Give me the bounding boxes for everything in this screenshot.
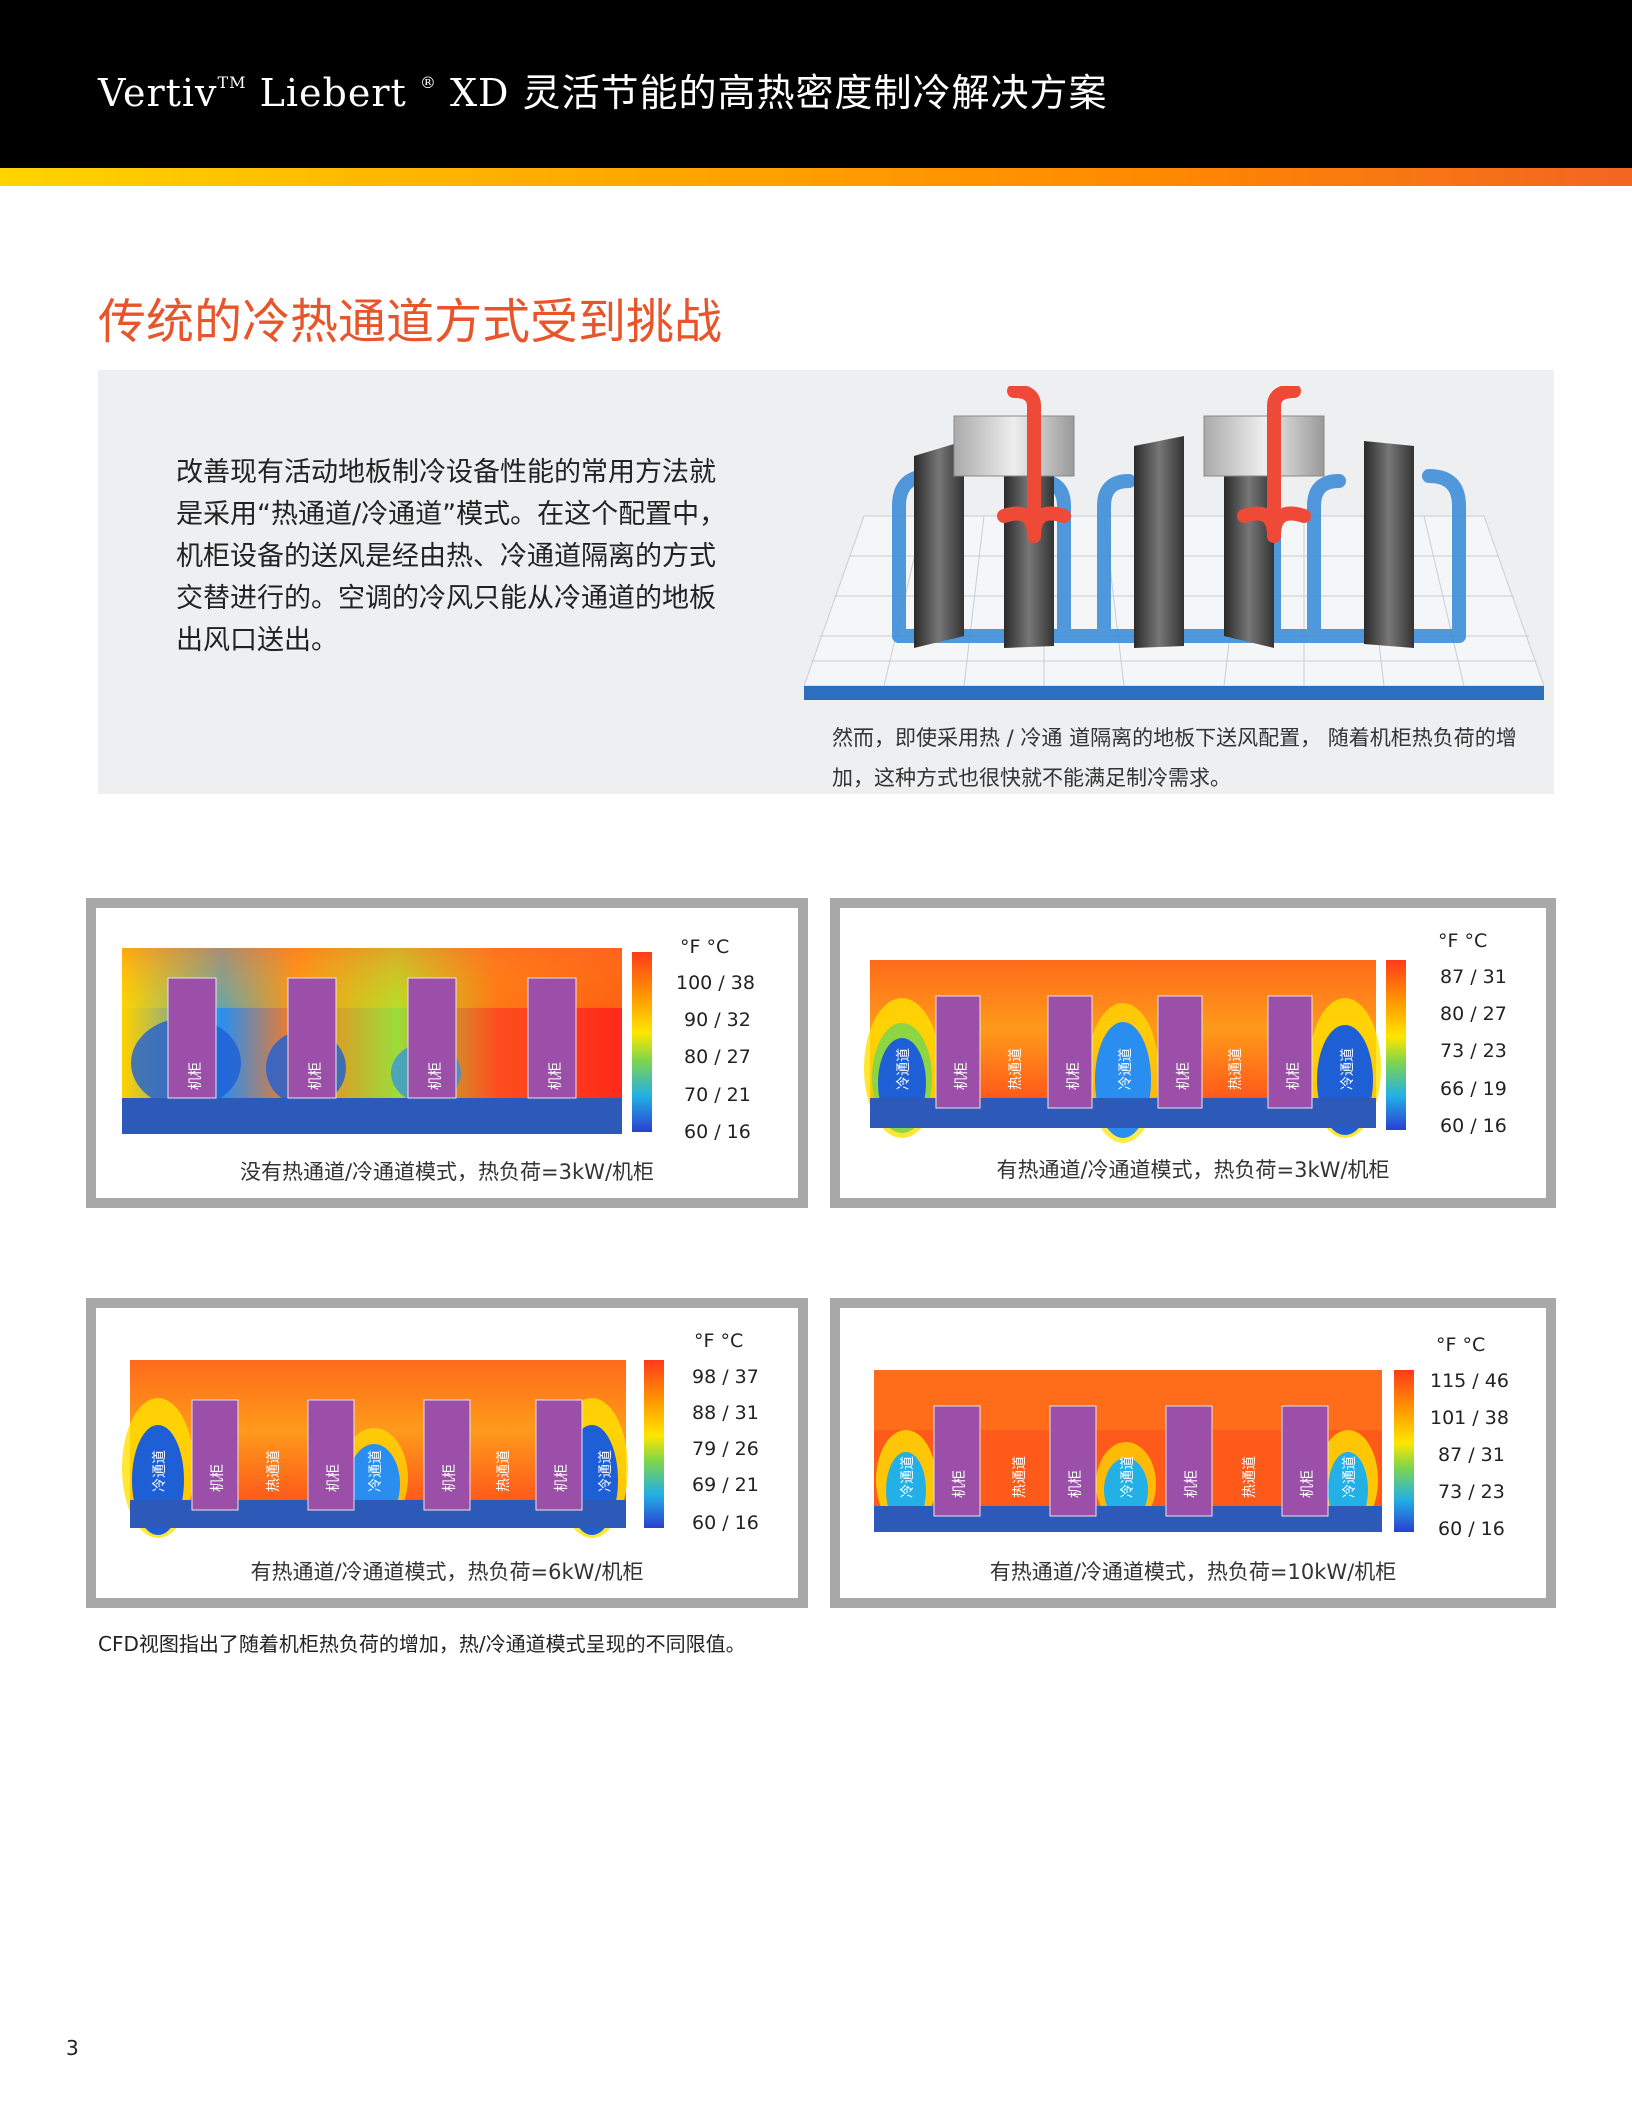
trademark-mark: TM — [217, 73, 247, 92]
cfd3-scale-2: 88 / 31 — [692, 1402, 759, 1424]
cfd3-label-9: 冷通道 — [598, 1450, 614, 1492]
cfd2-scale-3: 73 / 23 — [1440, 1040, 1507, 1062]
cfd2-scale-5: 60 / 16 — [1440, 1115, 1507, 1137]
cfd4-label-1: 冷通道 — [900, 1456, 916, 1498]
cfd1-scale-3: 80 / 27 — [684, 1046, 751, 1068]
cfd3-label-4: 机柜 — [326, 1464, 342, 1492]
cfd3-label-2: 机柜 — [210, 1464, 226, 1492]
cfd4-scale-1: 115 / 46 — [1430, 1370, 1509, 1392]
cfd1-color-scale — [632, 952, 652, 1132]
page-number: 3 — [66, 2036, 79, 2060]
cfd1-label-3: 机柜 — [428, 1062, 444, 1090]
diagram-caption: 然而，即使采用热 / 冷通 道隔离的地板下送风配置， 随着机柜热负荷的增加，这种… — [832, 726, 1517, 790]
cfd1-label-4: 机柜 — [548, 1062, 564, 1090]
cfd1-label-2: 机柜 — [308, 1062, 324, 1090]
cfd-panel-2: 冷通道 机柜 热通道 机柜 冷通道 机柜 热通道 机柜 冷通道 °F °C 87… — [830, 898, 1556, 1208]
cfd4-scale-units: °F °C — [1436, 1334, 1486, 1356]
document-title: VertivTM Liebert ® XD 灵活节能的高热密度制冷解决方案 — [98, 62, 1108, 117]
cfd3-label-7: 热通道 — [496, 1450, 512, 1492]
cfd4-scale-2: 101 / 38 — [1430, 1407, 1509, 1429]
cfd-heatmap-4: 冷通道 机柜 热通道 机柜 冷通道 机柜 热通道 机柜 冷通道 — [874, 1370, 1414, 1532]
cfd4-scale-4: 73 / 23 — [1438, 1481, 1505, 1503]
cfd3-scale-units: °F °C — [694, 1330, 744, 1352]
cfd2-label-2: 机柜 — [954, 1062, 970, 1090]
cfd4-color-scale — [1394, 1370, 1414, 1532]
cfd3-label-5: 冷通道 — [368, 1450, 384, 1492]
cfd2-label-3: 热通道 — [1008, 1048, 1024, 1090]
cfd2-label-1: 冷通道 — [896, 1048, 912, 1090]
cfd2-label-5: 冷通道 — [1118, 1048, 1134, 1090]
cfd3-scale-5: 60 / 16 — [692, 1512, 759, 1534]
header-gradient-bar — [0, 168, 1632, 186]
cfd4-scale-5: 60 / 16 — [1438, 1518, 1505, 1540]
cfd4-caption: 有热通道/冷通道模式，热负荷=10kW/机柜 — [989, 1560, 1397, 1584]
intro-panel: 改善现有活动地板制冷设备性能的常用方法就是采用“热通道/冷通道”模式。在这个配置… — [98, 370, 1554, 794]
cfd2-scale-units: °F °C — [1438, 930, 1488, 952]
cfd4-label-3: 热通道 — [1012, 1456, 1028, 1498]
cfd1-scale-1: 100 / 38 — [676, 972, 755, 994]
cfd1-scale-units: °F °C — [680, 936, 730, 958]
section-title: 传统的冷热通道方式受到挑战 — [98, 294, 723, 350]
cfd3-scale-1: 98 / 37 — [692, 1366, 759, 1388]
cfd3-caption: 有热通道/冷通道模式，热负荷=6kW/机柜 — [250, 1560, 644, 1584]
header-banner: VertivTM Liebert ® XD 灵活节能的高热密度制冷解决方案 — [0, 0, 1632, 168]
cfd3-scale-4: 69 / 21 — [692, 1474, 759, 1496]
cfd1-scale-4: 70 / 21 — [684, 1084, 751, 1106]
cfd1-caption: 没有热通道/冷通道模式，热负荷=3kW/机柜 — [239, 1160, 655, 1184]
cfd2-label-9: 冷通道 — [1340, 1048, 1356, 1090]
cfd-footnote: CFD视图指出了随着机柜热负荷的增加，热/冷通道模式呈现的不同限值。 — [98, 1632, 746, 1656]
cfd3-label-6: 机柜 — [442, 1464, 458, 1492]
cfd3-scale-3: 79 / 26 — [692, 1438, 759, 1460]
cfd4-label-4: 机柜 — [1068, 1470, 1084, 1498]
cfd4-label-6: 机柜 — [1184, 1470, 1200, 1498]
cfd3-color-scale — [644, 1360, 664, 1528]
cfd2-scale-1: 87 / 31 — [1440, 966, 1507, 988]
cfd4-label-9: 冷通道 — [1342, 1456, 1358, 1498]
cfd1-scale-5: 60 / 16 — [684, 1121, 751, 1143]
cfd-panel-4: 冷通道 机柜 热通道 机柜 冷通道 机柜 热通道 机柜 冷通道 °F °C 11… — [830, 1298, 1556, 1608]
cfd2-label-6: 机柜 — [1176, 1062, 1192, 1090]
title-rest: XD 灵活节能的高热密度制冷解决方案 — [436, 71, 1108, 115]
cfd3-label-3: 热通道 — [266, 1450, 282, 1492]
intro-paragraph: 改善现有活动地板制冷设备性能的常用方法就是采用“热通道/冷通道”模式。在这个配置… — [176, 457, 727, 656]
cfd4-scale-3: 87 / 31 — [1438, 1444, 1505, 1466]
cfd-panel-3: 冷通道 机柜 热通道 机柜 冷通道 机柜 热通道 机柜 冷通道 °F °C 98… — [86, 1298, 808, 1608]
cfd2-label-7: 热通道 — [1228, 1048, 1244, 1090]
floor-base — [804, 686, 1544, 700]
cfd-panel-1: 机柜 机柜 机柜 机柜 °F °C 100 / 38 90 / 32 80 / … — [86, 898, 808, 1208]
hot-cold-aisle-diagram — [804, 386, 1544, 700]
cfd4-label-8: 机柜 — [1300, 1470, 1316, 1498]
cfd2-scale-2: 80 / 27 — [1440, 1003, 1507, 1025]
cfd1-label-1: 机柜 — [188, 1062, 204, 1090]
cfd4-label-5: 冷通道 — [1120, 1456, 1136, 1498]
cfd2-label-4: 机柜 — [1066, 1062, 1082, 1090]
cfd-heatmap-3: 冷通道 机柜 热通道 机柜 冷通道 机柜 热通道 机柜 冷通道 — [122, 1360, 664, 1538]
cfd1-scale-2: 90 / 32 — [684, 1009, 751, 1031]
cfd2-label-8: 机柜 — [1286, 1062, 1302, 1090]
cfd4-label-2: 机柜 — [952, 1470, 968, 1498]
cfd4-label-7: 热通道 — [1242, 1456, 1258, 1498]
cfd2-color-scale — [1386, 960, 1406, 1130]
cfd-heatmap-1: 机柜 机柜 机柜 机柜 — [122, 948, 652, 1134]
cfd3-label-8: 机柜 — [554, 1464, 570, 1492]
cfd3-label-1: 冷通道 — [152, 1450, 168, 1492]
registered-mark: ® — [419, 73, 437, 92]
cfd2-scale-4: 66 / 19 — [1440, 1078, 1507, 1100]
cfd2-caption: 有热通道/冷通道模式，热负荷=3kW/机柜 — [996, 1158, 1390, 1182]
brand-vertiv: Vertiv — [98, 71, 218, 115]
brand-liebert: Liebert — [246, 71, 407, 115]
cfd-heatmap-2: 冷通道 机柜 热通道 机柜 冷通道 机柜 热通道 机柜 冷通道 — [864, 960, 1406, 1143]
